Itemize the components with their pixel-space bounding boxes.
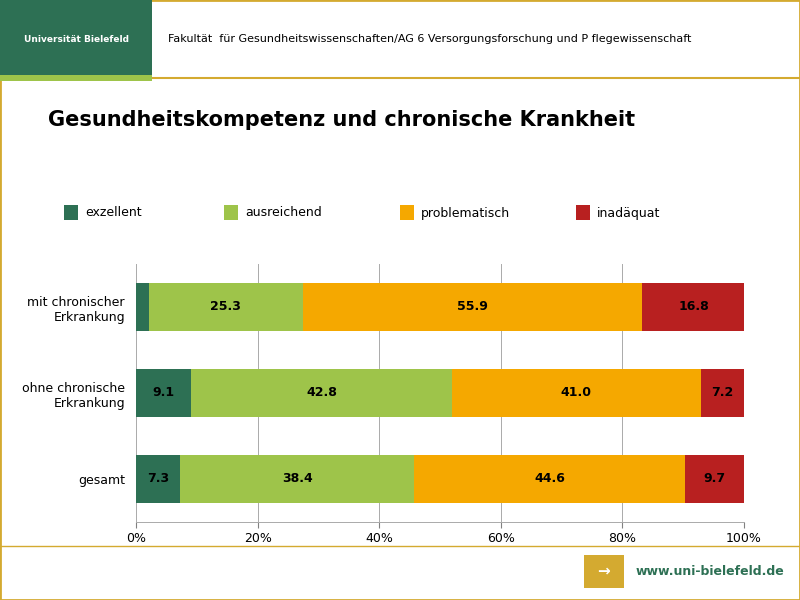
Text: 7.2: 7.2 <box>711 386 734 400</box>
Text: 9.7: 9.7 <box>703 473 726 485</box>
Text: 44.6: 44.6 <box>534 473 565 485</box>
Bar <box>701 370 745 416</box>
Bar <box>136 455 180 503</box>
Bar <box>136 370 191 416</box>
Text: 42.8: 42.8 <box>306 386 337 400</box>
Bar <box>191 370 451 416</box>
Bar <box>180 455 414 503</box>
Text: exzellent: exzellent <box>85 206 142 220</box>
Bar <box>642 283 745 331</box>
Bar <box>685 455 744 503</box>
Text: 55.9: 55.9 <box>457 301 488 313</box>
Text: www.uni-bielefeld.de: www.uni-bielefeld.de <box>636 565 785 578</box>
Text: 7.3: 7.3 <box>147 473 170 485</box>
Text: ausreichend: ausreichend <box>245 206 322 220</box>
Text: 9.1: 9.1 <box>153 386 174 400</box>
Bar <box>451 370 701 416</box>
Text: 16.8: 16.8 <box>678 301 709 313</box>
Bar <box>149 283 302 331</box>
Text: Universität Bielefeld: Universität Bielefeld <box>23 34 129 43</box>
Bar <box>136 283 149 331</box>
Bar <box>414 455 685 503</box>
Bar <box>302 283 642 331</box>
Text: →: → <box>598 564 610 578</box>
Text: Gesundheitskompetenz und chronische Krankheit: Gesundheitskompetenz und chronische Kran… <box>48 110 635 130</box>
Text: 41.0: 41.0 <box>561 386 592 400</box>
Text: 38.4: 38.4 <box>282 473 313 485</box>
Text: 25.3: 25.3 <box>210 301 241 313</box>
Text: problematisch: problematisch <box>421 206 510 220</box>
Text: Fakultät  für Gesundheitswissenschaften/AG 6 Versorgungsforschung und P flegewis: Fakultät für Gesundheitswissenschaften/A… <box>168 34 691 44</box>
Text: inadäquat: inadäquat <box>597 206 660 220</box>
